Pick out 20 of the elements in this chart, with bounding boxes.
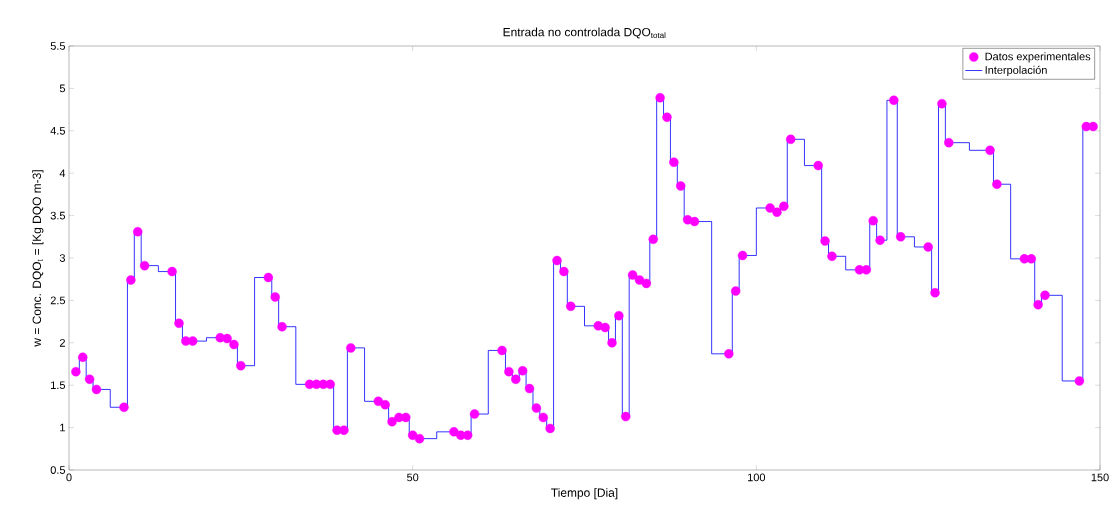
legend-label: Interpolación: [985, 65, 1047, 77]
y-tick-label: 3: [59, 254, 65, 262]
y-tick-label: 2.5: [50, 296, 66, 305]
y-axis-title: w = Conc. DQO$_{t}$ = [Kg DQO m-3]: [32, 170, 44, 347]
y-tick-label: 5: [59, 84, 66, 93]
legend-label: Datos experimentales: [985, 52, 1091, 63]
y-tick-label: 1.5: [51, 381, 66, 390]
y-tick-label: 1: [60, 423, 65, 432]
y-tick-label: 2: [59, 338, 65, 347]
x-tick-label: 0: [66, 473, 72, 482]
y-tick-label: 5.5: [50, 42, 66, 50]
x-tick-label: 100: [748, 473, 766, 482]
x-tick-label: 150: [1091, 473, 1109, 482]
x-axis-title: Tiempo [Dia]: [551, 488, 618, 500]
y-tick-label: 4: [59, 169, 66, 177]
chart-title: Entrada no controlada DQO$_{total}$: [503, 27, 666, 39]
y-tick-label: 4.5: [50, 126, 66, 135]
y-tick-label: 3.5: [50, 211, 66, 220]
x-tick-label: 50: [407, 473, 419, 482]
y-tick-label: 0.5: [50, 466, 66, 474]
